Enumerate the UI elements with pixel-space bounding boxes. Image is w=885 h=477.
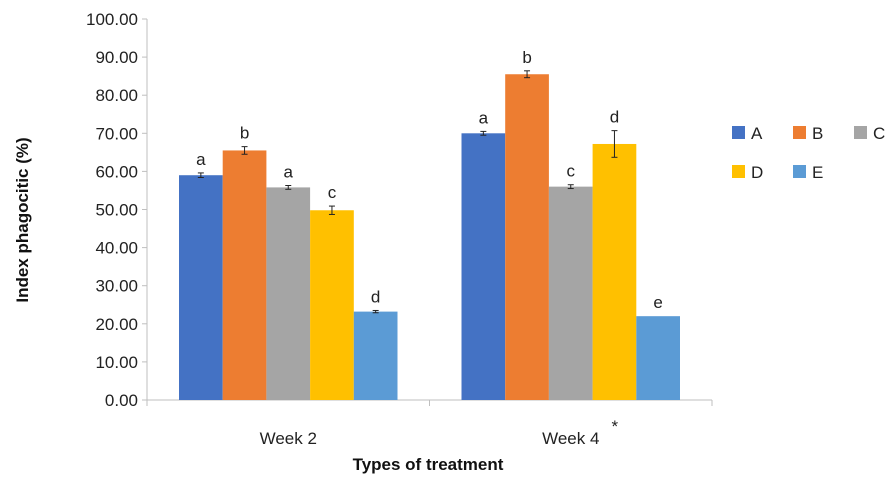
bar-c [548, 186, 593, 400]
legend-label: D [751, 163, 763, 182]
significance-label: c [567, 162, 576, 181]
y-axis-title: Index phagocitic (%) [13, 137, 32, 302]
bar-e [636, 316, 680, 400]
error-bar [197, 172, 204, 178]
bar-b [505, 74, 549, 401]
significance-label: d [371, 287, 380, 306]
legend-item-c: C [854, 124, 885, 143]
legend-item-d: D [732, 163, 763, 182]
error-bar [372, 309, 379, 314]
legend-swatch [793, 165, 806, 178]
category-mark: * [611, 417, 618, 436]
y-tick-label: 90.00 [95, 48, 138, 67]
y-tick-label: 100.00 [86, 10, 138, 29]
legend-swatch [854, 126, 867, 139]
significance-label: b [522, 48, 531, 67]
legend-swatch [732, 126, 745, 139]
legend-label: A [751, 124, 763, 143]
y-tick-label: 20.00 [95, 315, 138, 334]
bar-a [461, 133, 506, 401]
x-axis: Week 2 Week 4 * [146, 399, 713, 448]
significance-label: b [240, 124, 249, 143]
y-tick-label: 30.00 [95, 277, 138, 296]
significance-label: d [610, 108, 619, 127]
y-tick-label: 0.00 [105, 391, 138, 410]
y-tick-label: 80.00 [95, 86, 138, 105]
legend-item-a: A [732, 124, 763, 143]
significance-label: c [328, 183, 337, 202]
legend-label: C [873, 124, 885, 143]
error-bar [480, 130, 487, 136]
legend-item-e: E [793, 163, 823, 182]
x-axis-title: Types of treatment [353, 455, 504, 474]
legend-swatch [732, 165, 745, 178]
legend-label: B [812, 124, 823, 143]
error-bar [524, 70, 531, 79]
bar-b [222, 150, 267, 400]
y-tick-label: 60.00 [95, 162, 138, 181]
significance-label: e [653, 293, 662, 312]
error-bar [567, 184, 574, 190]
bar-d [592, 143, 637, 400]
error-bar [611, 130, 618, 158]
y-tick-label: 40.00 [95, 239, 138, 258]
legend-label: E [812, 163, 823, 182]
error-bar [241, 146, 248, 155]
error-bars [197, 70, 618, 314]
y-axis: 0.00 10.00 20.00 30.00 40.00 50.00 60.00 70.00 8… [86, 10, 148, 410]
bar-d [310, 210, 354, 400]
significance-label: a [479, 108, 489, 127]
bar-e [353, 311, 398, 400]
x-tick-label: Week 2 [260, 429, 317, 448]
significance-labels: a b a c d a b c d e [196, 48, 663, 312]
y-tick-label: 70.00 [95, 124, 138, 143]
bar-a [179, 175, 223, 400]
y-tick-label: 10.00 [95, 353, 138, 372]
legend: A B C D E [732, 124, 885, 182]
y-tick-label: 50.00 [95, 201, 138, 220]
bar-c [266, 187, 311, 400]
legend-item-b: B [793, 124, 823, 143]
legend-swatch [793, 126, 806, 139]
significance-label: a [284, 162, 294, 181]
bars [179, 74, 680, 401]
x-tick-label: Week 4 [542, 429, 599, 448]
significance-label: a [196, 150, 206, 169]
error-bar [328, 205, 335, 215]
error-bar [285, 184, 292, 190]
